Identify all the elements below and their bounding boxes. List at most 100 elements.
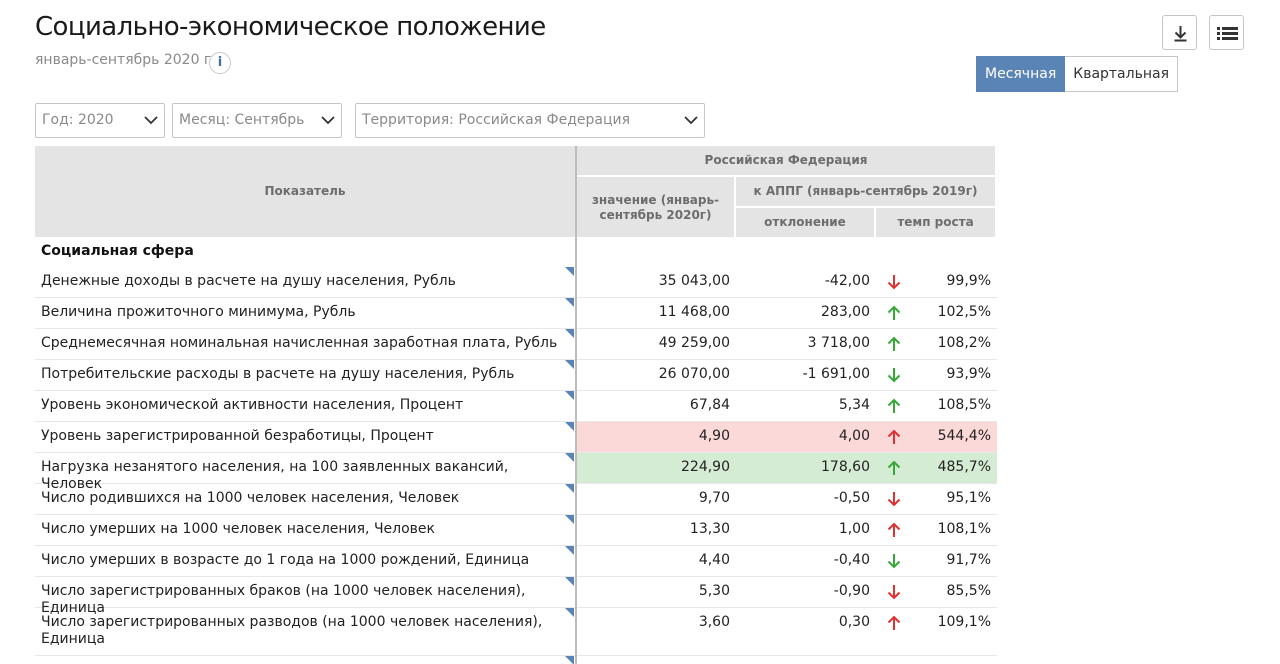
growth-rate-cell: 109,1%: [937, 614, 991, 630]
value-cell: 67,84: [689, 397, 730, 413]
comment-corner-icon: [565, 484, 574, 493]
arrow-up-icon: [887, 615, 901, 630]
comment-corner-icon: [565, 515, 574, 524]
table-row[interactable]: Уровень экономической активности населен…: [35, 391, 997, 422]
arrow-up-icon: [887, 398, 901, 413]
table-row[interactable]: Потребительские расходы в расчете на душ…: [35, 360, 997, 391]
month-select[interactable]: Месяц: Сентябрь: [172, 103, 342, 138]
next-row-stub: [35, 656, 997, 664]
header-region: Российская Федерация: [577, 146, 995, 175]
deviation-cell: 283,00: [821, 304, 870, 320]
deviation-cell: 4,00: [838, 428, 870, 444]
table-row[interactable]: Денежные доходы в расчете на душу населе…: [35, 267, 997, 298]
arrow-down-icon: [887, 275, 901, 290]
value-cell: 26 070,00: [658, 366, 730, 382]
deviation-cell: 3 718,00: [807, 335, 870, 351]
download-icon: [1174, 26, 1187, 42]
growth-rate-cell: 91,7%: [946, 552, 991, 568]
header-deviation: отклонение: [736, 208, 874, 237]
indicator-name[interactable]: Уровень экономической активности населен…: [41, 397, 464, 413]
month-select-value: Месяц: Сентябрь: [179, 112, 305, 128]
row-highlight: [577, 453, 997, 483]
table-row[interactable]: Число умерших в возрасте до 1 года на 10…: [35, 546, 997, 577]
deviation-cell: -1 691,00: [802, 366, 870, 382]
growth-rate-cell: 108,5%: [937, 397, 991, 413]
table-row[interactable]: Величина прожиточного минимума, Рубль 11 …: [35, 298, 997, 329]
info-icon: i: [217, 55, 223, 70]
growth-rate-cell: 108,1%: [937, 521, 991, 537]
comment-corner-icon: [565, 422, 574, 431]
comment-corner-icon: [565, 577, 574, 586]
deviation-cell: 178,60: [821, 459, 870, 475]
column-divider: [575, 146, 577, 664]
row-highlight: [577, 422, 997, 452]
value-cell: 9,70: [698, 490, 730, 506]
indicator-name[interactable]: Среднемесячная номинальная начисленная з…: [41, 335, 558, 351]
growth-rate-cell: 108,2%: [937, 335, 991, 351]
page-title: Социально-экономическое положение: [35, 12, 546, 42]
indicator-name[interactable]: Число родившихся на 1000 человек населен…: [41, 490, 460, 506]
value-cell: 4,40: [698, 552, 730, 568]
indicator-name[interactable]: Число умерших на 1000 человек населения,…: [41, 521, 436, 537]
indicator-name[interactable]: Число зарегистрированных разводов (на 10…: [41, 614, 543, 647]
value-cell: 224,90: [681, 459, 730, 475]
value-cell: 13,30: [689, 521, 730, 537]
period-toggle: Месячная Квартальная: [976, 56, 1178, 92]
indicator-name[interactable]: Уровень зарегистрированной безработицы, …: [41, 428, 434, 444]
arrow-down-icon: [887, 585, 901, 600]
table-body: Социальная сфера Денежные доходы в расче…: [35, 237, 997, 664]
value-cell: 11 468,00: [658, 304, 730, 320]
comment-corner-icon: [565, 608, 574, 617]
growth-rate-cell: 85,5%: [946, 583, 991, 599]
table-row[interactable]: Уровень зарегистрированной безработицы, …: [35, 422, 997, 453]
arrow-down-icon: [887, 492, 901, 507]
list-view-button[interactable]: [1209, 15, 1244, 50]
territory-select[interactable]: Территория: Российская Федерация: [355, 103, 705, 138]
list-icon: [1217, 27, 1238, 40]
comment-corner-icon: [565, 656, 574, 664]
indicator-name[interactable]: Величина прожиточного минимума, Рубль: [41, 304, 356, 320]
toggle-monthly[interactable]: Месячная: [976, 56, 1066, 92]
comment-corner-icon: [565, 391, 574, 400]
deviation-cell: 1,00: [838, 521, 870, 537]
growth-rate-cell: 544,4%: [937, 428, 991, 444]
growth-rate-cell: 485,7%: [937, 459, 991, 475]
year-select-value: Год: 2020: [42, 112, 114, 128]
header-value: значение (январь-сентябрь 2020г): [577, 177, 734, 237]
growth-rate-cell: 99,9%: [946, 273, 991, 289]
indicator-name[interactable]: Нагрузка незанятого населения, на 100 за…: [41, 459, 509, 492]
table-row[interactable]: Число родившихся на 1000 человек населен…: [35, 484, 997, 515]
section-title: Социальная сфера: [41, 243, 194, 259]
value-cell: 5,30: [698, 583, 730, 599]
indicator-name[interactable]: Денежные доходы в расчете на душу населе…: [41, 273, 456, 289]
indicator-name[interactable]: Потребительские расходы в расчете на душ…: [41, 366, 515, 382]
table-row[interactable]: Число зарегистрированных разводов (на 10…: [35, 608, 997, 656]
chevron-down-icon: [684, 116, 698, 125]
growth-rate-cell: 102,5%: [937, 304, 991, 320]
territory-select-value: Территория: Российская Федерация: [362, 112, 631, 128]
table-row[interactable]: Число зарегистрированных браков (на 1000…: [35, 577, 997, 616]
deviation-cell: 0,30: [838, 614, 870, 630]
table-row[interactable]: Число умерших на 1000 человек населения,…: [35, 515, 997, 546]
deviation-cell: -0,40: [833, 552, 870, 568]
comment-corner-icon: [565, 329, 574, 338]
arrow-up-icon: [887, 429, 901, 444]
comment-corner-icon: [565, 298, 574, 307]
arrow-down-icon: [887, 368, 901, 383]
info-button[interactable]: i: [209, 52, 231, 74]
deviation-cell: -0,90: [833, 583, 870, 599]
table-row[interactable]: Нагрузка незанятого населения, на 100 за…: [35, 453, 997, 492]
comment-corner-icon: [565, 267, 574, 276]
toggle-quarterly[interactable]: Квартальная: [1065, 56, 1178, 92]
table-row[interactable]: Среднемесячная номинальная начисленная з…: [35, 329, 997, 360]
indicator-name[interactable]: Число зарегистрированных браков (на 1000…: [41, 583, 526, 616]
deviation-cell: -0,50: [833, 490, 870, 506]
arrow-up-icon: [887, 460, 901, 475]
indicator-name[interactable]: Число умерших в возрасте до 1 года на 10…: [41, 552, 530, 568]
arrow-up-icon: [887, 522, 901, 537]
download-button[interactable]: [1162, 15, 1197, 50]
year-select[interactable]: Год: 2020: [35, 103, 165, 138]
arrow-up-icon: [887, 305, 901, 320]
arrow-up-icon: [887, 336, 901, 351]
value-cell: 4,90: [698, 428, 730, 444]
